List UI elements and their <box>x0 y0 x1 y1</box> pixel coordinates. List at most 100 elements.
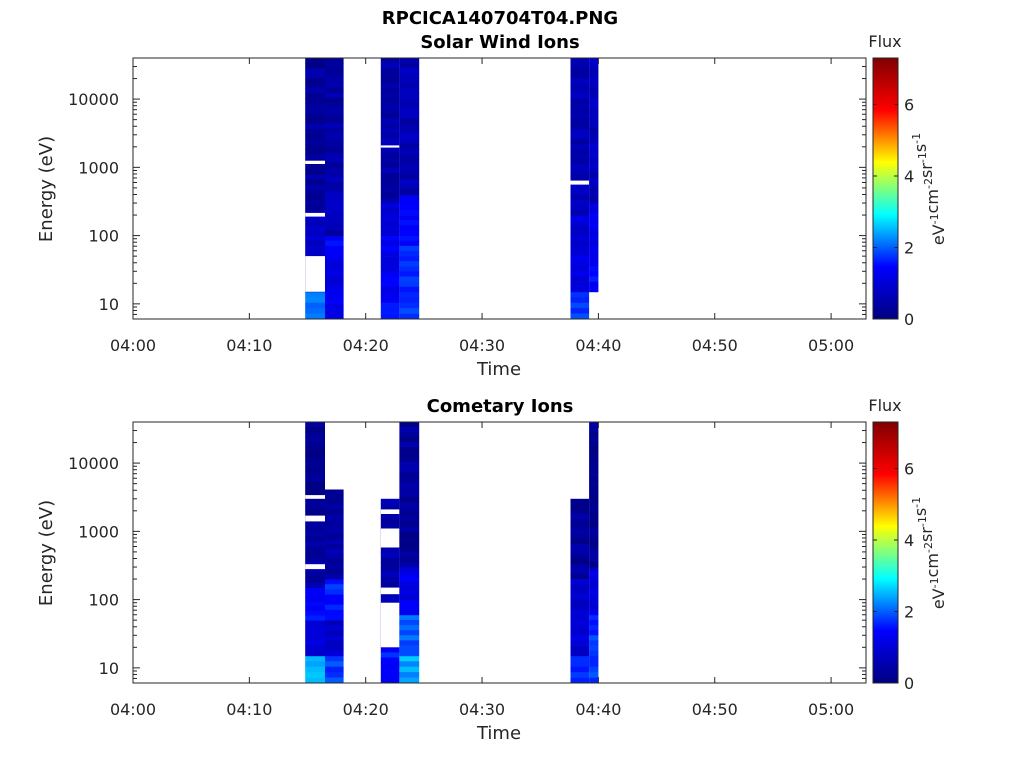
flux-cell <box>325 299 344 305</box>
flux-cell <box>325 245 344 252</box>
flux-cell <box>589 630 599 636</box>
data-gap <box>305 256 325 292</box>
flux-cell <box>305 427 325 433</box>
flux-cell <box>570 281 590 288</box>
flux-cell <box>399 437 420 443</box>
flux-cell <box>570 194 590 201</box>
x-tick-label: 04:00 <box>110 700 156 719</box>
flux-cell <box>589 462 599 468</box>
flux-cell <box>589 677 599 684</box>
flux-cell <box>325 645 344 652</box>
flux-cell <box>325 554 344 560</box>
flux-cell <box>399 308 420 314</box>
flux-cell <box>570 159 590 165</box>
flux-cell <box>305 592 325 598</box>
flux-cell <box>305 118 325 125</box>
flux-cell <box>399 169 420 175</box>
flux-cell <box>589 467 599 473</box>
data-gap <box>380 509 400 514</box>
flux-cell <box>305 615 325 621</box>
flux-cell <box>570 73 590 79</box>
flux-cell <box>305 78 325 84</box>
flux-cell <box>325 655 344 662</box>
flux-cell <box>589 576 599 582</box>
flux-cell <box>325 304 344 310</box>
flux-cell <box>399 457 420 463</box>
flux-cell <box>589 153 599 159</box>
flux-cell <box>399 266 420 272</box>
flux-cell <box>570 204 590 211</box>
flux-cell <box>325 677 344 684</box>
flux-cell <box>399 58 420 64</box>
flux-cell <box>325 201 344 207</box>
flux-cell <box>305 661 325 668</box>
flux-cell <box>305 194 325 201</box>
flux-cell <box>325 122 344 128</box>
flux-cell <box>325 625 344 631</box>
flux-cell <box>399 650 420 657</box>
flux-cell <box>589 261 599 267</box>
flux-cell <box>380 118 400 124</box>
flux-cell <box>399 159 420 165</box>
flux-cell <box>399 532 420 538</box>
flux-cell <box>570 63 590 69</box>
flux-cell <box>380 231 400 237</box>
flux-cell <box>399 666 420 673</box>
flux-cell <box>589 437 599 443</box>
flux-cell <box>570 609 590 616</box>
flux-cell <box>570 245 590 252</box>
flux-cell <box>570 68 590 74</box>
flux-cell <box>570 235 590 241</box>
flux-cell <box>325 584 344 590</box>
flux-cell <box>305 199 325 206</box>
flux-cell <box>570 614 590 621</box>
flux-cell <box>399 581 420 587</box>
flux-cell <box>399 452 420 458</box>
y-label-solar-wind: Energy (eV) <box>36 136 57 242</box>
flux-cell <box>325 640 344 646</box>
flux-cell <box>589 138 599 144</box>
flux-cell <box>305 144 325 150</box>
flux-cell <box>399 118 420 125</box>
panel-title-cometary: Cometary Ions <box>427 396 574 417</box>
flux-cell <box>570 93 590 99</box>
flux-cell <box>399 103 420 109</box>
flux-cell <box>305 179 325 186</box>
flux-cell <box>399 595 420 601</box>
flux-cell <box>589 103 599 109</box>
flux-cell <box>305 235 325 242</box>
data-gap <box>380 587 400 595</box>
flux-cell <box>570 584 590 590</box>
colorbar-solar-wind: 0 2 4 6 <box>872 57 914 329</box>
flux-cell <box>325 87 344 94</box>
flux-cell <box>305 556 325 563</box>
flux-cell <box>570 291 590 298</box>
flux-cell <box>589 457 599 463</box>
flux-cell <box>399 462 420 468</box>
flux-cell <box>305 466 325 473</box>
flux-cell <box>570 58 590 64</box>
flux-cell <box>589 255 599 262</box>
flux-cell <box>589 113 599 119</box>
flux-cell <box>380 297 400 304</box>
colorbar-tick-label: 4 <box>904 167 914 186</box>
flux-cell <box>399 174 420 180</box>
flux-cell <box>380 123 400 129</box>
flux-cell <box>399 220 420 226</box>
x-tick-label: 04:50 <box>692 700 738 719</box>
flux-cell <box>325 529 344 535</box>
flux-cell <box>325 211 344 217</box>
flux-cell <box>305 491 325 497</box>
flux-cell <box>570 564 590 570</box>
flux-cell <box>380 128 400 134</box>
flux-cell <box>305 73 325 79</box>
flux-cell <box>305 113 325 120</box>
flux-cell <box>399 522 420 528</box>
flux-cell <box>589 271 599 277</box>
y-axis-cometary: 10 100 1000 10000 <box>68 421 866 684</box>
x-label-solar-wind: Time <box>476 359 521 380</box>
flux-cell <box>380 235 400 242</box>
flux-cell <box>305 446 325 453</box>
flux-cell <box>380 108 400 114</box>
flux-cell <box>589 635 599 641</box>
